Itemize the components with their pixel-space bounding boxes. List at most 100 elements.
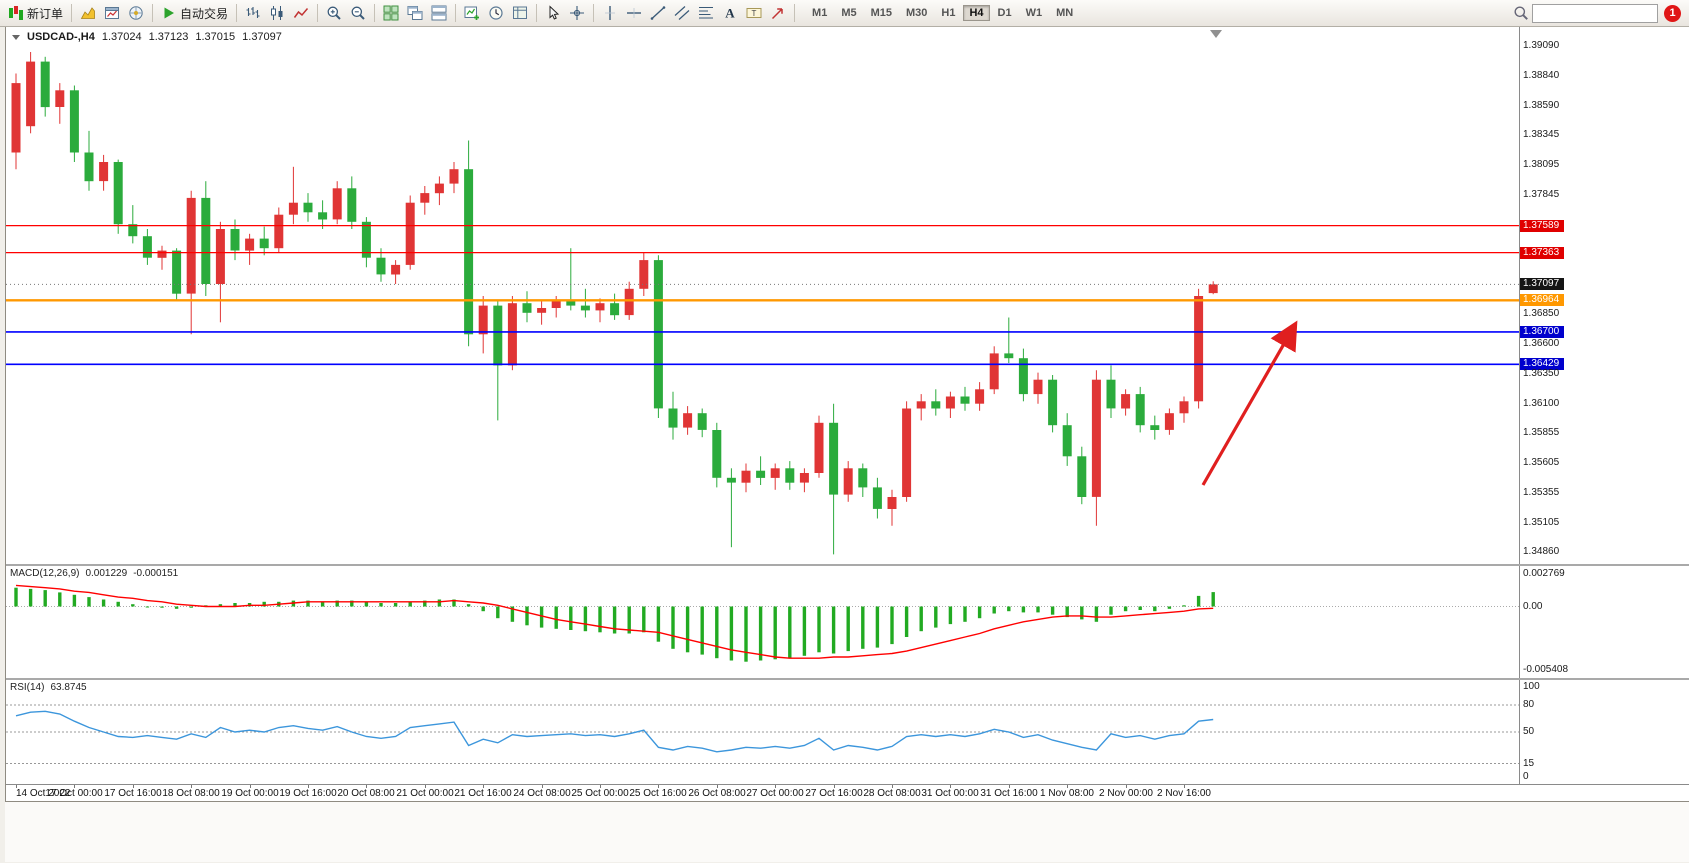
toolbar-separator — [455, 4, 457, 22]
rsi-plot[interactable]: RSI(14) 63.8745 — [6, 680, 1519, 784]
chart-shift-marker[interactable] — [1210, 30, 1222, 38]
macd-axis-label: 0.002769 — [1523, 568, 1565, 579]
chart-types-group — [241, 2, 313, 24]
time-axis-tick — [600, 785, 601, 788]
time-axis-tick — [1126, 785, 1127, 788]
horizontal-line-button[interactable] — [622, 2, 646, 24]
chart-open: 1.37024 — [101, 31, 142, 43]
navigator-button[interactable] — [124, 2, 148, 24]
price-axis-label: 1.37845 — [1523, 189, 1560, 200]
templates-button[interactable] — [508, 2, 532, 24]
time-axis-label: 14 Oct 2022 — [16, 788, 71, 799]
bar-chart-button[interactable] — [241, 2, 265, 24]
arrow-shapes-button[interactable] — [766, 2, 790, 24]
time-axis-label: 27 Oct 00:00 — [746, 788, 804, 799]
svg-text:T: T — [752, 9, 757, 18]
price-axis-label: 1.39090 — [1523, 40, 1560, 51]
rsi-label: RSI(14) 63.8745 — [10, 682, 87, 693]
market-watch-icon — [80, 5, 96, 21]
cascade-windows-button[interactable] — [403, 2, 427, 24]
candlestick-chart-button[interactable] — [265, 2, 289, 24]
trendline-icon — [650, 5, 666, 21]
equidistant-channel-button[interactable] — [670, 2, 694, 24]
time-axis-label: 1 Nov 08:00 — [1040, 788, 1094, 799]
chart-tools-group — [460, 2, 532, 24]
windows-group — [379, 2, 451, 24]
zoom-in-button[interactable] — [322, 2, 346, 24]
text-icon: A — [722, 5, 738, 21]
price-axis-label: 1.38345 — [1523, 129, 1560, 140]
arrange-windows-button[interactable] — [427, 2, 451, 24]
bar-chart-icon — [245, 5, 261, 21]
period-button-h1[interactable]: H1 — [935, 5, 961, 21]
main-plot[interactable]: USDCAD-,H4 1.37024 1.37123 1.37015 1.370… — [6, 27, 1519, 564]
chart-low: 1.37015 — [195, 31, 236, 43]
price-axis-label: 1.36850 — [1523, 308, 1560, 319]
period-button-m5[interactable]: M5 — [835, 5, 862, 21]
notification-badge[interactable]: 1 — [1664, 4, 1681, 22]
svg-text:A: A — [725, 6, 735, 21]
market-group — [76, 2, 148, 24]
macd-label: MACD(12,26,9) 0.001229 -0.000151 — [10, 568, 178, 579]
vertical-line-button[interactable] — [598, 2, 622, 24]
toolbar-separator — [71, 4, 73, 22]
period-button-m30[interactable]: M30 — [900, 5, 933, 21]
time-axis-tick — [366, 785, 367, 788]
time-axis-tick — [425, 785, 426, 788]
autotrade-button[interactable]: 自动交易 — [157, 2, 232, 24]
period-button-w1[interactable]: W1 — [1020, 5, 1049, 21]
chart-ohlc-readout: USDCAD-,H4 1.37024 1.37123 1.37015 1.370… — [12, 31, 282, 43]
crosshair-button[interactable] — [565, 2, 589, 24]
toolbar-separator — [374, 4, 376, 22]
time-axis-tick — [950, 785, 951, 788]
fibonacci-icon — [698, 5, 714, 21]
time-axis-label: 19 Oct 00:00 — [221, 788, 279, 799]
cursor-icon — [545, 5, 561, 21]
rsi-svg — [6, 704, 1519, 764]
macd-histogram — [14, 587, 1215, 662]
period-button-mn[interactable]: MN — [1050, 5, 1079, 21]
trend-arrow[interactable] — [1201, 320, 1298, 486]
time-axis-label: 28 Oct 08:00 — [863, 788, 921, 799]
macd-plot[interactable]: MACD(12,26,9) 0.001229 -0.000151 — [6, 566, 1519, 678]
fibonacci-button[interactable] — [694, 2, 718, 24]
line-chart-button[interactable] — [289, 2, 313, 24]
time-axis-tick — [1067, 785, 1068, 788]
text-label-button[interactable]: T — [742, 2, 766, 24]
new-chart-button[interactable] — [460, 2, 484, 24]
price-axis-label: 1.36350 — [1523, 368, 1560, 379]
new-chart-icon — [464, 5, 480, 21]
timeframe-clock-button[interactable] — [484, 2, 508, 24]
search-icon[interactable] — [1513, 5, 1529, 21]
price-axis-label: 1.36100 — [1523, 398, 1560, 409]
cursor-button[interactable] — [541, 2, 565, 24]
zoom-out-button[interactable] — [346, 2, 370, 24]
price-axis-label: 1.35105 — [1523, 517, 1560, 528]
trendline-button[interactable] — [646, 2, 670, 24]
period-button-h4[interactable]: H4 — [963, 5, 990, 21]
price-axis[interactable]: 1.39090 1.38840 1.38590 1.38345 1.38095 1.378… — [1519, 27, 1689, 564]
chart-window-button[interactable] — [100, 2, 124, 24]
period-button-m1[interactable]: M1 — [806, 5, 833, 21]
macd-axis-label: 0.00 — [1523, 601, 1543, 612]
rsi-axis-label: 100 — [1523, 681, 1540, 692]
rsi-axis-label: 0 — [1523, 771, 1529, 782]
time-axis-tick — [483, 785, 484, 788]
candlestick-chart-icon — [269, 5, 285, 21]
new-order-button[interactable]: 新订单 — [4, 2, 67, 24]
period-button-d1[interactable]: D1 — [992, 5, 1018, 21]
time-axis-label: 2 Nov 00:00 — [1099, 788, 1153, 799]
time-axis[interactable]: 14 Oct 2022 17 Oct 00:00 17 Oct 16:00 18 Oc… — [6, 784, 1689, 801]
toolbar-search-input[interactable] — [1532, 3, 1658, 23]
text-button[interactable]: A — [718, 2, 742, 24]
price-axis-label: 1.36600 — [1523, 338, 1560, 349]
time-axis-tick — [717, 785, 718, 788]
chart-menu-icon[interactable] — [12, 34, 20, 40]
toolbar-separator — [152, 4, 154, 22]
price-axis-label: 1.38095 — [1523, 159, 1560, 170]
period-button-m15[interactable]: M15 — [865, 5, 898, 21]
main-chart-panel: USDCAD-,H4 1.37024 1.37123 1.37015 1.370… — [6, 27, 1689, 564]
tile-windows-button[interactable] — [379, 2, 403, 24]
market-watch-button[interactable] — [76, 2, 100, 24]
time-axis-tick — [74, 785, 75, 788]
